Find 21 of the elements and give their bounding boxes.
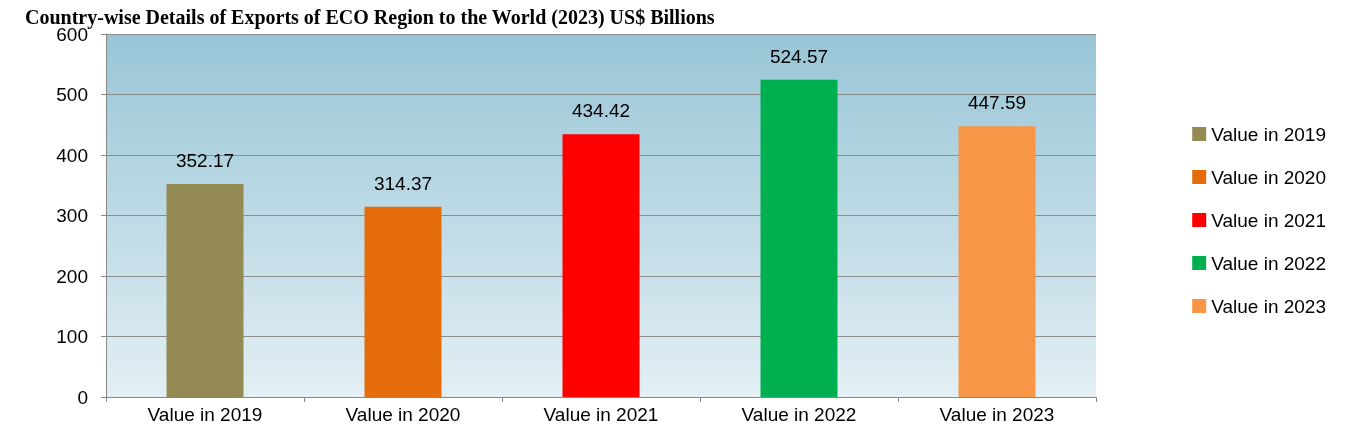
legend-label: Value in 2022 xyxy=(1211,252,1327,274)
data-label: 434.42 xyxy=(571,100,631,122)
x-tick-label: Value in 2020 xyxy=(345,404,461,425)
x-tick-label: Value in 2019 xyxy=(147,404,263,425)
x-tick-label: Value in 2022 xyxy=(741,404,857,425)
y-tick-label: 400 xyxy=(56,144,88,166)
x-tick-label: Value in 2021 xyxy=(543,404,659,425)
data-label: 447.59 xyxy=(967,92,1027,114)
x-tick-label: Value in 2023 xyxy=(939,404,1055,425)
legend-label: Value in 2019 xyxy=(1211,123,1327,145)
data-label: 352.17 xyxy=(175,149,235,171)
y-tick-label: 300 xyxy=(56,205,88,226)
y-tick-label: 100 xyxy=(56,326,88,347)
y-tick-label: 200 xyxy=(56,265,88,287)
legend-label: Value in 2023 xyxy=(1211,295,1327,317)
data-label: 314.37 xyxy=(373,172,433,194)
y-tick-label: 0 xyxy=(77,386,88,408)
legend-label: Value in 2021 xyxy=(1211,209,1327,231)
y-tick-label: 500 xyxy=(56,84,88,105)
data-label: 524.57 xyxy=(769,45,829,67)
legend-label: Value in 2020 xyxy=(1211,166,1327,188)
